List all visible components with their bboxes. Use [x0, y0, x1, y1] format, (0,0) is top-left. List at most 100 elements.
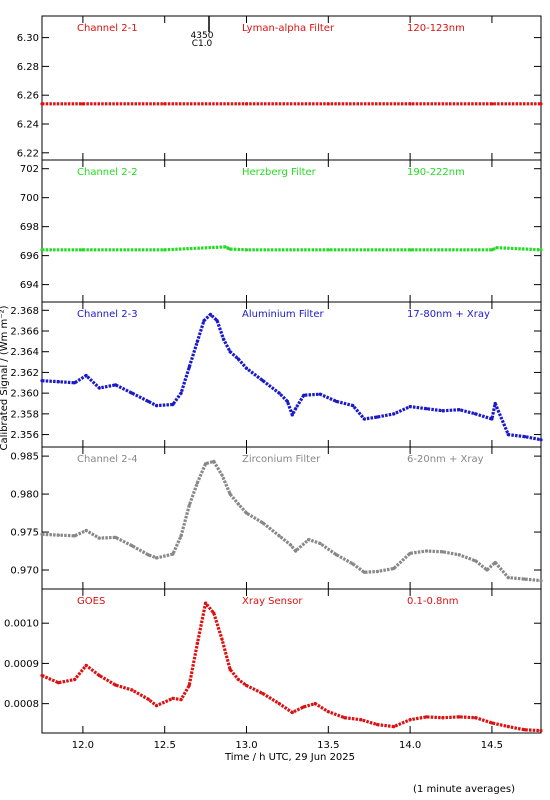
- data-point: [179, 391, 183, 395]
- data-point: [408, 248, 412, 252]
- data-point: [290, 710, 294, 715]
- data-point: [523, 728, 527, 732]
- data-point: [56, 533, 60, 537]
- panel-channel-label: Channel 2-3: [77, 309, 138, 320]
- data-point: [261, 691, 265, 696]
- data-point: [163, 248, 167, 252]
- data-point: [228, 350, 232, 354]
- data-point: [220, 637, 224, 641]
- data-point: [362, 417, 366, 421]
- data-point: [326, 102, 330, 106]
- panel-3: 2.356 2.358 2.360 2.362 2.364 2.366 2.368 Chann…: [10, 301, 543, 448]
- data-point: [506, 724, 510, 729]
- data-point: [212, 611, 216, 615]
- data-point: [506, 432, 510, 437]
- data-point: [277, 391, 281, 395]
- data-point: [424, 549, 429, 553]
- panel-frame: [41, 446, 542, 590]
- data-point: [490, 417, 494, 421]
- data-point: [84, 373, 88, 378]
- data-point: [228, 247, 232, 251]
- y-tick-label: 0.985: [10, 452, 39, 463]
- data-point: [114, 535, 118, 539]
- y-tick-label: 700: [20, 193, 39, 204]
- data-point: [114, 383, 118, 387]
- footnote: (1 minute averages): [413, 784, 515, 795]
- y-tick-label: 2.356: [10, 430, 39, 441]
- data-point: [171, 402, 175, 407]
- data-point: [539, 102, 543, 106]
- data-point: [114, 683, 118, 687]
- panel-2: 694 696 698 700 702 Channel 2-2 Herzberg Filte…: [20, 159, 543, 303]
- data-point: [441, 550, 445, 554]
- data-point: [277, 534, 281, 538]
- data-point: [392, 724, 396, 729]
- panel-frame: [41, 15, 542, 161]
- data-point: [236, 677, 240, 682]
- data-point: [179, 534, 183, 538]
- series-line: [41, 312, 542, 442]
- data-point: [215, 319, 219, 323]
- panel-range-label: 0.1-0.8nm: [407, 596, 459, 607]
- data-point: [171, 552, 175, 556]
- panel-filter-label: Aluminium Filter: [242, 309, 325, 320]
- y-tick-label: 6.30: [17, 33, 39, 44]
- data-point: [539, 248, 543, 252]
- data-point: [424, 407, 429, 411]
- data-point: [187, 683, 191, 688]
- data-point: [195, 481, 200, 485]
- series-line: [41, 601, 542, 733]
- data-point: [277, 702, 281, 706]
- panel-filter-label: Lyman-alpha Filter: [242, 23, 335, 34]
- data-point: [204, 601, 208, 605]
- data-point: [208, 312, 213, 317]
- panel-4: 0.970 0.975 0.980 0.985 Channel 2-4 Zirconium…: [10, 446, 543, 590]
- data-point: [313, 702, 317, 706]
- data-point: [457, 715, 461, 719]
- data-point: [97, 673, 101, 678]
- data-point: [408, 102, 412, 106]
- y-tick-label: 0.980: [10, 490, 39, 501]
- data-point: [523, 435, 527, 439]
- y-tick-label: 0.0010: [4, 619, 39, 630]
- data-point: [204, 462, 208, 466]
- data-point: [130, 544, 134, 548]
- chart-panels: 6.22 6.24 6.26 6.28 6.30 Channel 2-1 Lyman-alp…: [4, 15, 543, 751]
- data-point: [302, 393, 306, 397]
- y-tick-label: 702: [20, 164, 39, 175]
- data-point: [307, 538, 311, 542]
- data-point: [130, 688, 134, 692]
- data-point: [154, 556, 159, 560]
- data-point: [97, 536, 101, 540]
- data-point: [441, 409, 445, 413]
- data-point: [244, 102, 249, 106]
- data-point: [202, 319, 206, 323]
- data-point: [326, 248, 330, 252]
- data-point: [154, 704, 159, 708]
- data-point: [84, 528, 88, 533]
- data-point: [81, 102, 85, 106]
- data-point: [244, 511, 249, 515]
- panel-channel-label: GOES: [77, 596, 105, 607]
- data-point: [473, 716, 478, 720]
- data-point: [244, 683, 249, 688]
- data-point: [539, 438, 543, 442]
- data-point: [493, 401, 497, 406]
- panel-frame: [41, 301, 542, 448]
- data-point: [490, 721, 494, 725]
- data-point: [195, 339, 200, 343]
- data-point: [73, 381, 77, 385]
- data-point: [490, 248, 494, 252]
- data-point: [73, 534, 77, 538]
- y-tick-label: 2.362: [10, 368, 39, 379]
- y-tick-label: 0.0008: [4, 699, 39, 710]
- flare-annotation-bottom: C1.0: [192, 39, 213, 49]
- data-point: [485, 568, 489, 572]
- data-point: [179, 698, 183, 702]
- series-line: [41, 459, 542, 583]
- data-point: [244, 366, 249, 370]
- data-point: [285, 399, 290, 404]
- data-point: [473, 412, 478, 416]
- data-point: [392, 412, 396, 416]
